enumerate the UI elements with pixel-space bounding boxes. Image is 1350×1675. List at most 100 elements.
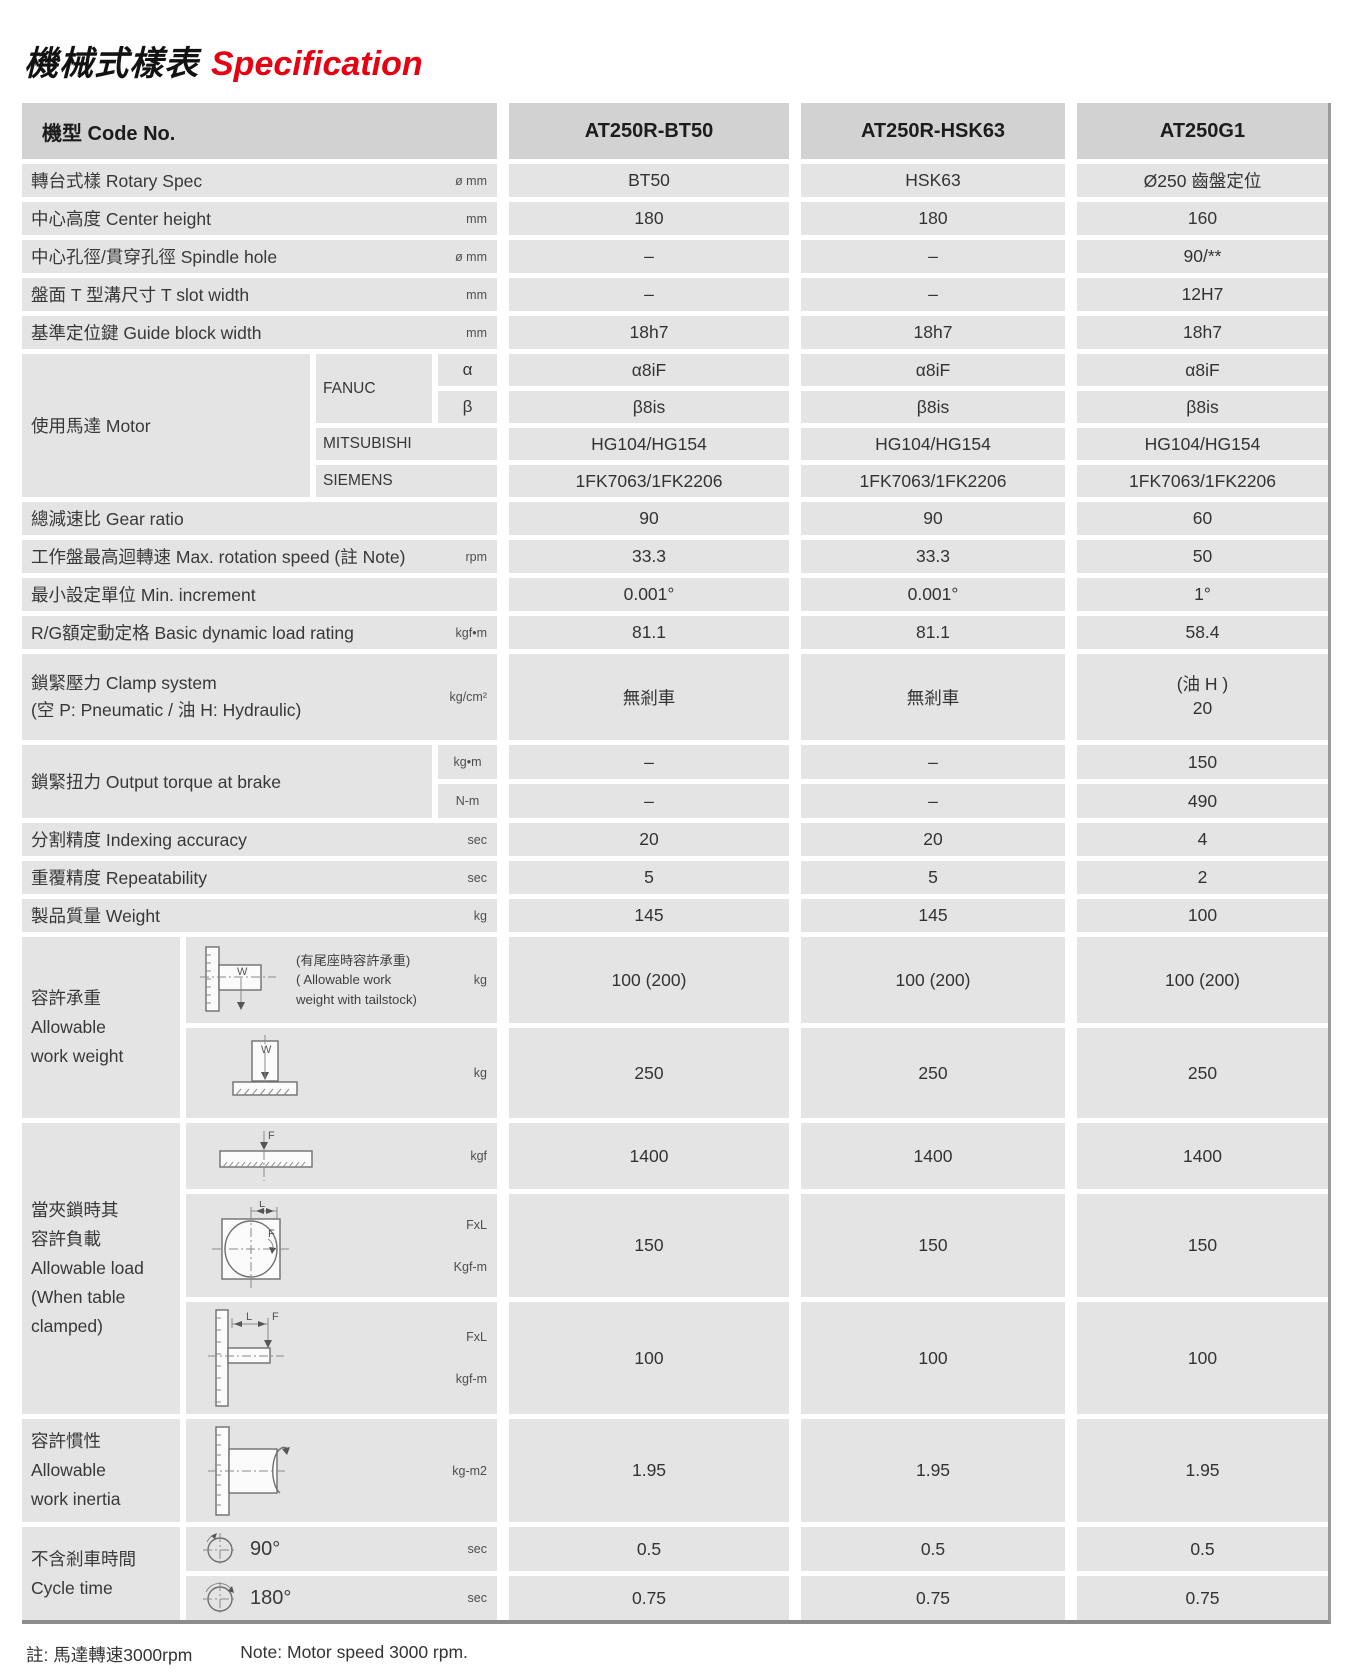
row-min-increment: 最小設定單位 Min. increment 0.001° 0.001° 1° xyxy=(22,578,1328,611)
row-unit: sec xyxy=(467,832,487,847)
row-t-slot-width: 盤面 T 型溝尺寸 T slot width mm – – 12H7 xyxy=(22,278,1328,311)
cell-value: 81.1 xyxy=(509,616,789,649)
row-dynamic-load-rating: R/G額定動定格 Basic dynamic load rating kgf•m … xyxy=(22,616,1328,649)
row-unit: Kgf-m xyxy=(453,1259,487,1274)
row-unit: kgf-m xyxy=(455,1372,487,1386)
header-model-1: AT250R-BT50 xyxy=(509,103,789,159)
torque-unit-nm: N-m xyxy=(438,784,497,818)
cell-value: 100 xyxy=(509,1302,789,1414)
footnote-zh: 註: 馬達轉速3000rpm xyxy=(26,1645,193,1665)
cell-value: – xyxy=(801,240,1065,273)
row-label: R/G額定動定格 Basic dynamic load rating xyxy=(31,623,354,643)
torque-unit-kgm: kg•m xyxy=(438,745,497,779)
row-unit: kgf xyxy=(470,1149,487,1163)
clamp-label-line2: (空 P: Pneumatic / 油 H: Hydraulic) xyxy=(31,700,302,720)
cell-value: 1FK7063/1FK2206 xyxy=(1077,465,1328,497)
cycle-angle: 180° xyxy=(250,1586,292,1609)
cycle-label-line: Cycle time xyxy=(31,1577,113,1598)
cell-value: α8iF xyxy=(509,354,789,386)
cell-value: 58.4 xyxy=(1077,616,1328,649)
row-label: 總減速比 Gear ratio xyxy=(31,509,184,529)
row-unit: kgf•m xyxy=(455,625,487,640)
row-label: 中心孔徑/貫穿孔徑 Spindle hole xyxy=(31,247,278,267)
cell-value: 250 xyxy=(1077,1028,1328,1118)
row-gear-ratio: 總減速比 Gear ratio 90 90 60 xyxy=(22,502,1328,535)
cell-value: 33.3 xyxy=(801,540,1065,573)
cell-value: 18h7 xyxy=(509,316,789,349)
row-unit: FxL xyxy=(466,1330,487,1344)
cell-value: HSK63 xyxy=(801,164,1065,197)
cell-value: 145 xyxy=(801,899,1065,932)
row-unit: sec xyxy=(467,870,487,885)
cell-value: – xyxy=(509,745,789,779)
inertia-section: 容許慣性 Allowable work inertia kg-m2 1.95 xyxy=(22,1419,1328,1522)
row-guide-block-width: 基準定位鍵 Guide block width mm 18h7 18h7 18h7 xyxy=(22,316,1328,349)
svg-text:L: L xyxy=(259,1201,265,1210)
cell-value: 145 xyxy=(509,899,789,932)
row-indexing-accuracy: 分割精度 Indexing accuracy sec 20 20 4 xyxy=(22,823,1328,856)
row-unit: kg xyxy=(473,1066,487,1080)
cycle-angle: 90° xyxy=(250,1537,281,1560)
clamped-load-label-line: clamped) xyxy=(31,1315,103,1336)
svg-text:F: F xyxy=(272,1311,279,1323)
overhang-load-diagram: L F xyxy=(208,1309,284,1407)
cell-value: 0.001° xyxy=(801,578,1065,611)
cell-value: α8iF xyxy=(1077,354,1328,386)
row-weight: 製品質量 Weight kg 145 145 100 xyxy=(22,899,1328,932)
footnote: 註: 馬達轉速3000rpm Note: Motor speed 3000 rp… xyxy=(22,1642,1350,1667)
clamp-special-line2: 20 xyxy=(1192,698,1213,718)
cell-value: 0.5 xyxy=(801,1527,1065,1571)
row-unit: mm xyxy=(466,325,487,340)
row-unit: sec xyxy=(467,1542,487,1556)
cell-value: 100 (200) xyxy=(801,937,1065,1023)
row-unit: mm xyxy=(466,211,487,226)
cell-value: 250 xyxy=(509,1028,789,1118)
cell-value: β8is xyxy=(1077,391,1328,423)
cell-value: – xyxy=(509,784,789,818)
header-model-2: AT250R-HSK63 xyxy=(801,103,1065,159)
tailstock-diagram: W xyxy=(200,946,276,1012)
torque-section: 鎖緊扭力 Output torque at brake kg•m – – 150… xyxy=(22,745,1328,818)
axial-force-diagram: F xyxy=(219,1130,313,1181)
cell-value: 0.75 xyxy=(801,1576,1065,1620)
cell-value: 無剎車 xyxy=(509,654,789,740)
inertia-label-line: Allowable xyxy=(31,1460,106,1481)
row-label: 基準定位鍵 Guide block width xyxy=(31,323,262,343)
row-label: 分割精度 Indexing accuracy xyxy=(31,830,247,850)
cell-value: 1.95 xyxy=(801,1419,1065,1522)
cell-value: 無剎車 xyxy=(801,654,1065,740)
cell-value: 150 xyxy=(1077,1194,1328,1297)
row-max-rotation-speed: 工作盤最高迴轉速 Max. rotation speed (註 Note) rpm… xyxy=(22,540,1328,573)
cell-value: 1400 xyxy=(801,1123,1065,1189)
table-load-diagram: W xyxy=(232,1035,298,1096)
table-header-row: 機型 Code No. AT250R-BT50 AT250R-HSK63 AT2… xyxy=(22,103,1328,159)
cell-value: 4 xyxy=(1077,823,1328,856)
cell-value: 1.95 xyxy=(509,1419,789,1522)
row-rotary-spec: 轉台式樣 Rotary Spec ø mm BT50 HSK63 Ø250 齒盤定… xyxy=(22,164,1328,197)
cell-value: 33.3 xyxy=(509,540,789,573)
page-title: 機械式樣表 Specification xyxy=(24,36,1350,85)
cell-value: 1FK7063/1FK2206 xyxy=(801,465,1065,497)
row-unit: kg/cm² xyxy=(449,690,488,704)
row-unit: ø mm xyxy=(455,249,487,264)
cell-value: 60 xyxy=(1077,502,1328,535)
row-unit: ø mm xyxy=(455,173,487,188)
cell-value: 90 xyxy=(509,502,789,535)
cell-value: 0.75 xyxy=(509,1576,789,1620)
cycle-time-section: 不含剎車時間 Cycle time 90° sec xyxy=(22,1527,1328,1620)
cell-value: 1FK7063/1FK2206 xyxy=(509,465,789,497)
rotation-180-icon xyxy=(203,1582,237,1616)
cell-value: (油 H ) 20 xyxy=(1077,654,1328,740)
tailstock-note: (有尾座時容許承重) ( Allowable work weight with … xyxy=(296,953,417,1007)
row-label: 工作盤最高迴轉速 Max. rotation speed (註 Note) xyxy=(31,547,406,567)
row-label: 製品質量 Weight xyxy=(31,906,161,926)
cycle-label-line: 不含剎車時間 xyxy=(31,1548,136,1569)
cell-value: 90 xyxy=(801,502,1065,535)
header-code-no: 機型 Code No. xyxy=(22,103,497,159)
work-weight-label-line: 容許承重 xyxy=(31,988,101,1009)
svg-text:F: F xyxy=(268,1228,275,1240)
cell-value: 180 xyxy=(509,202,789,235)
row-unit: FxL xyxy=(466,1217,487,1232)
motor-brand-mitsubishi: MITSUBISHI xyxy=(316,428,497,460)
row-unit: rpm xyxy=(465,549,487,564)
